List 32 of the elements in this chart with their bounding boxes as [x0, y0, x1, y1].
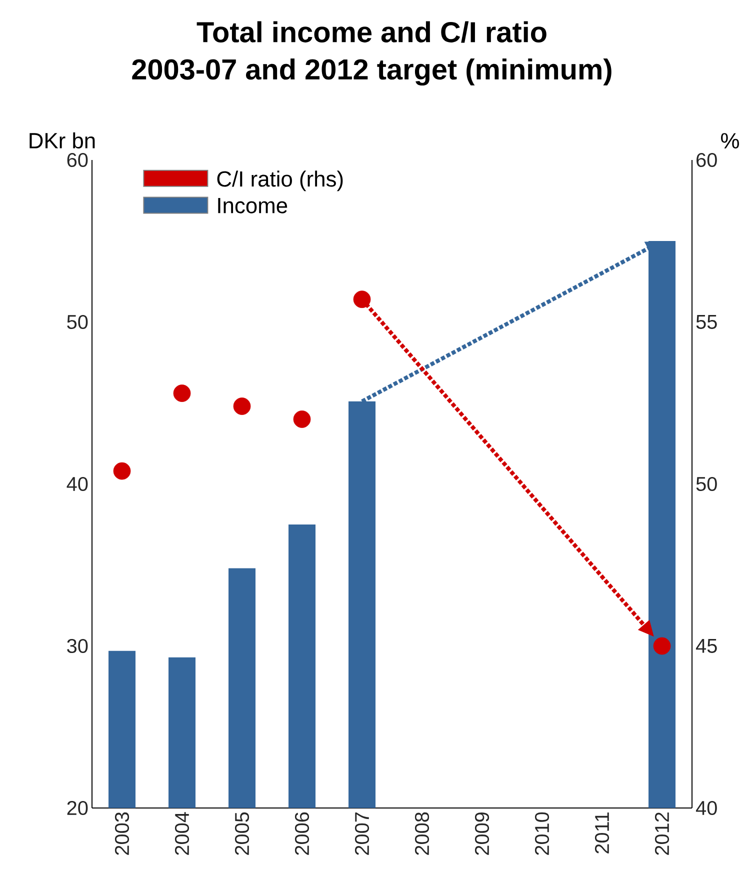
- y2-tick-label: 40: [696, 800, 717, 816]
- y-tick-label: 20: [67, 800, 88, 816]
- y2-tick-label: 50: [696, 476, 717, 492]
- x-tick-label: 2005: [234, 812, 250, 855]
- y2-tick-label: 60: [696, 152, 717, 168]
- chart-title: Total income and C/I ratio: [196, 21, 546, 43]
- chart-subtitle: 2003-07 and 2012 target (minimum): [132, 58, 612, 86]
- point: [173, 384, 191, 402]
- x-tick-label: 2012: [654, 812, 670, 855]
- point: [653, 637, 671, 655]
- x-tick-label: 2010: [534, 812, 550, 855]
- point: [113, 462, 131, 480]
- legend-label: Income: [218, 198, 288, 214]
- y-tick-label: 50: [67, 314, 88, 330]
- y-tick-label: 40: [66, 476, 88, 492]
- legend-label: C/I ratio (rhs): [217, 170, 343, 192]
- x-tick-label: 2008: [414, 812, 430, 855]
- x-tick-label: 2004: [174, 812, 190, 855]
- y-tick-label: 60: [67, 152, 88, 168]
- x-tick-label: 2007: [354, 812, 370, 855]
- point: [293, 410, 311, 428]
- x-tick-label: 2009: [474, 812, 490, 855]
- x-tick-label: 2011: [594, 812, 610, 854]
- point: [233, 398, 251, 415]
- y2-tick-label: 55: [696, 315, 717, 329]
- y-tick-label: 30: [67, 638, 88, 654]
- y-axis-title: DKr bn: [30, 132, 95, 148]
- y2-tick-label: 45: [696, 639, 717, 653]
- x-tick-label: 2003: [114, 812, 130, 855]
- x-tick-label: 2006: [294, 812, 310, 855]
- point: [353, 290, 371, 308]
- y2-axis-title: %: [721, 133, 739, 148]
